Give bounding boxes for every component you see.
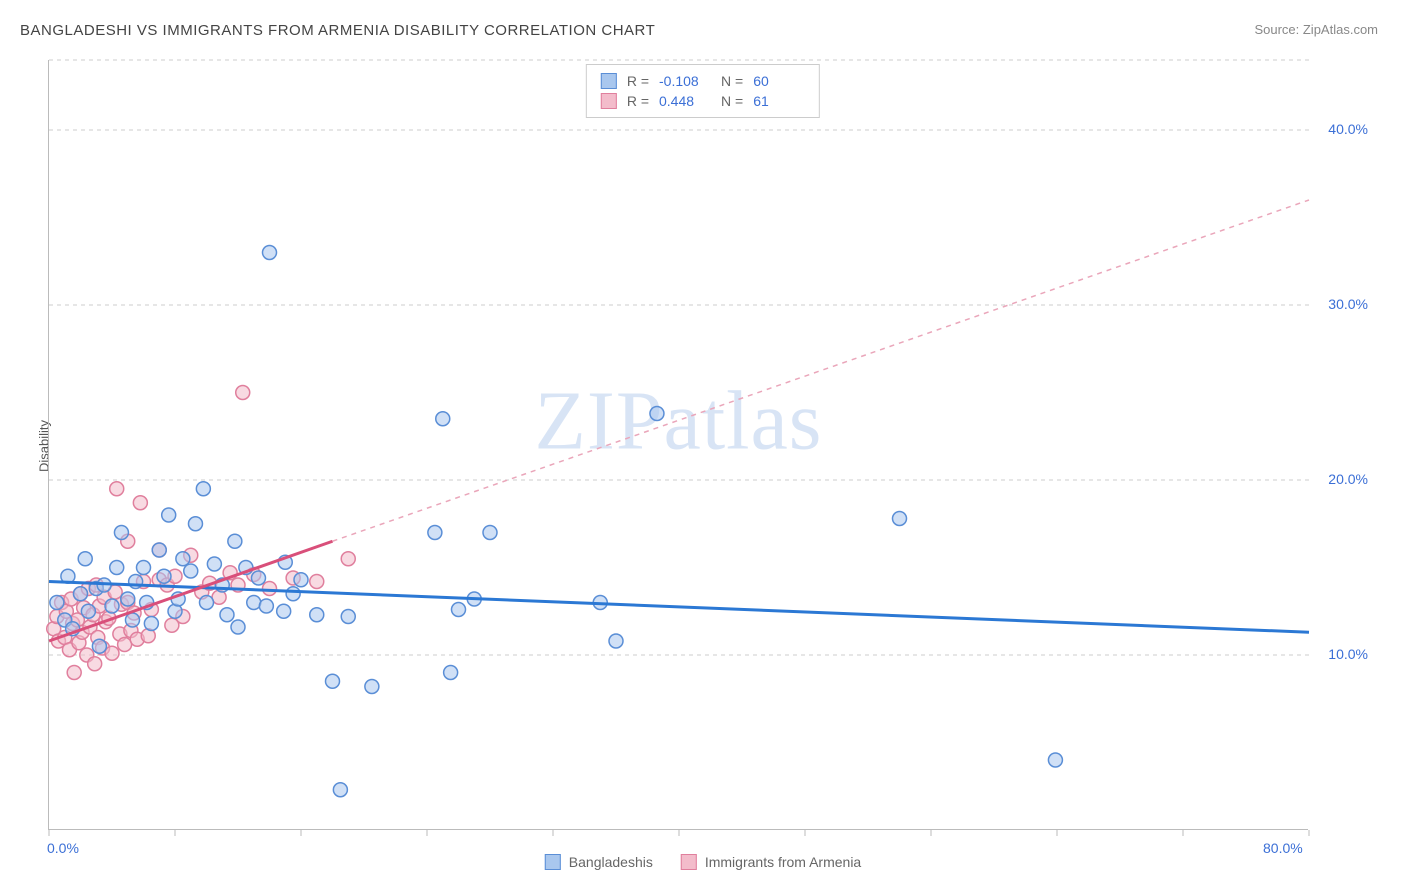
scatter-point: [341, 610, 355, 624]
legend-item-bangladeshis: Bangladeshis: [545, 854, 653, 870]
legend-n-label: N =: [721, 73, 743, 89]
y-tick-label: 10.0%: [1328, 646, 1368, 662]
scatter-point: [125, 613, 139, 627]
scatter-point: [365, 680, 379, 694]
scatter-point: [196, 482, 210, 496]
y-tick-label: 30.0%: [1328, 296, 1368, 312]
plot-svg: [49, 60, 1308, 829]
scatter-point: [263, 246, 277, 260]
scatter-point: [286, 587, 300, 601]
scatter-point: [220, 608, 234, 622]
legend-stats: R = -0.108 N = 60 R = 0.448 N = 61: [586, 64, 820, 118]
scatter-point: [144, 617, 158, 631]
source-label: Source: ZipAtlas.com: [1254, 22, 1378, 37]
legend-n-value-bangladeshis: 60: [753, 73, 805, 89]
scatter-point: [137, 561, 151, 575]
scatter-point: [133, 496, 147, 510]
scatter-point: [294, 573, 308, 587]
scatter-point: [92, 639, 106, 653]
scatter-point: [114, 526, 128, 540]
scatter-point: [184, 564, 198, 578]
scatter-point: [110, 561, 124, 575]
scatter-point: [67, 666, 81, 680]
scatter-point: [152, 543, 166, 557]
chart-title: BANGLADESHI VS IMMIGRANTS FROM ARMENIA D…: [20, 22, 655, 39]
scatter-point: [428, 526, 442, 540]
scatter-point: [444, 666, 458, 680]
y-tick-label: 20.0%: [1328, 471, 1368, 487]
scatter-point: [341, 552, 355, 566]
scatter-point: [310, 608, 324, 622]
scatter-point: [228, 534, 242, 548]
swatch-bangladeshis: [601, 73, 617, 89]
chart-container: BANGLADESHI VS IMMIGRANTS FROM ARMENIA D…: [0, 0, 1406, 892]
legend-n-label: N =: [721, 93, 743, 109]
scatter-point: [1048, 753, 1062, 767]
scatter-point: [452, 603, 466, 617]
swatch-armenia: [601, 93, 617, 109]
legend-series: Bangladeshis Immigrants from Armenia: [545, 854, 861, 870]
scatter-point: [157, 569, 171, 583]
y-tick-label: 40.0%: [1328, 121, 1368, 137]
scatter-point: [436, 412, 450, 426]
scatter-point: [176, 552, 190, 566]
scatter-point: [310, 575, 324, 589]
legend-label-armenia: Immigrants from Armenia: [705, 854, 861, 870]
legend-item-armenia: Immigrants from Armenia: [681, 854, 861, 870]
legend-stats-row-bangladeshis: R = -0.108 N = 60: [601, 71, 805, 91]
scatter-point: [188, 517, 202, 531]
scatter-point: [81, 604, 95, 618]
scatter-point: [121, 592, 135, 606]
scatter-point: [50, 596, 64, 610]
x-tick-label: 0.0%: [47, 840, 79, 856]
scatter-point: [105, 599, 119, 613]
swatch-bangladeshis: [545, 854, 561, 870]
trend-line-armenia-dash: [333, 200, 1310, 541]
scatter-point: [88, 657, 102, 671]
scatter-point: [247, 596, 261, 610]
plot-area: ZIPatlas 10.0%20.0%30.0%40.0%0.0%80.0%: [48, 60, 1308, 830]
scatter-point: [483, 526, 497, 540]
legend-r-value-bangladeshis: -0.108: [659, 73, 711, 89]
scatter-point: [251, 571, 265, 585]
scatter-point: [277, 604, 291, 618]
legend-n-value-armenia: 61: [753, 93, 805, 109]
legend-r-label: R =: [627, 93, 649, 109]
scatter-point: [105, 646, 119, 660]
scatter-point: [893, 512, 907, 526]
scatter-point: [74, 587, 88, 601]
legend-r-value-armenia: 0.448: [659, 93, 711, 109]
scatter-point: [162, 508, 176, 522]
x-tick-label: 80.0%: [1263, 840, 1303, 856]
legend-r-label: R =: [627, 73, 649, 89]
scatter-point: [259, 599, 273, 613]
scatter-point: [609, 634, 623, 648]
scatter-point: [231, 620, 245, 634]
scatter-point: [326, 674, 340, 688]
scatter-point: [650, 407, 664, 421]
scatter-point: [333, 783, 347, 797]
legend-label-bangladeshis: Bangladeshis: [569, 854, 653, 870]
scatter-point: [236, 386, 250, 400]
swatch-armenia: [681, 854, 697, 870]
scatter-point: [263, 582, 277, 596]
scatter-point: [207, 557, 221, 571]
scatter-point: [200, 596, 214, 610]
legend-stats-row-armenia: R = 0.448 N = 61: [601, 91, 805, 111]
scatter-point: [110, 482, 124, 496]
scatter-point: [78, 552, 92, 566]
